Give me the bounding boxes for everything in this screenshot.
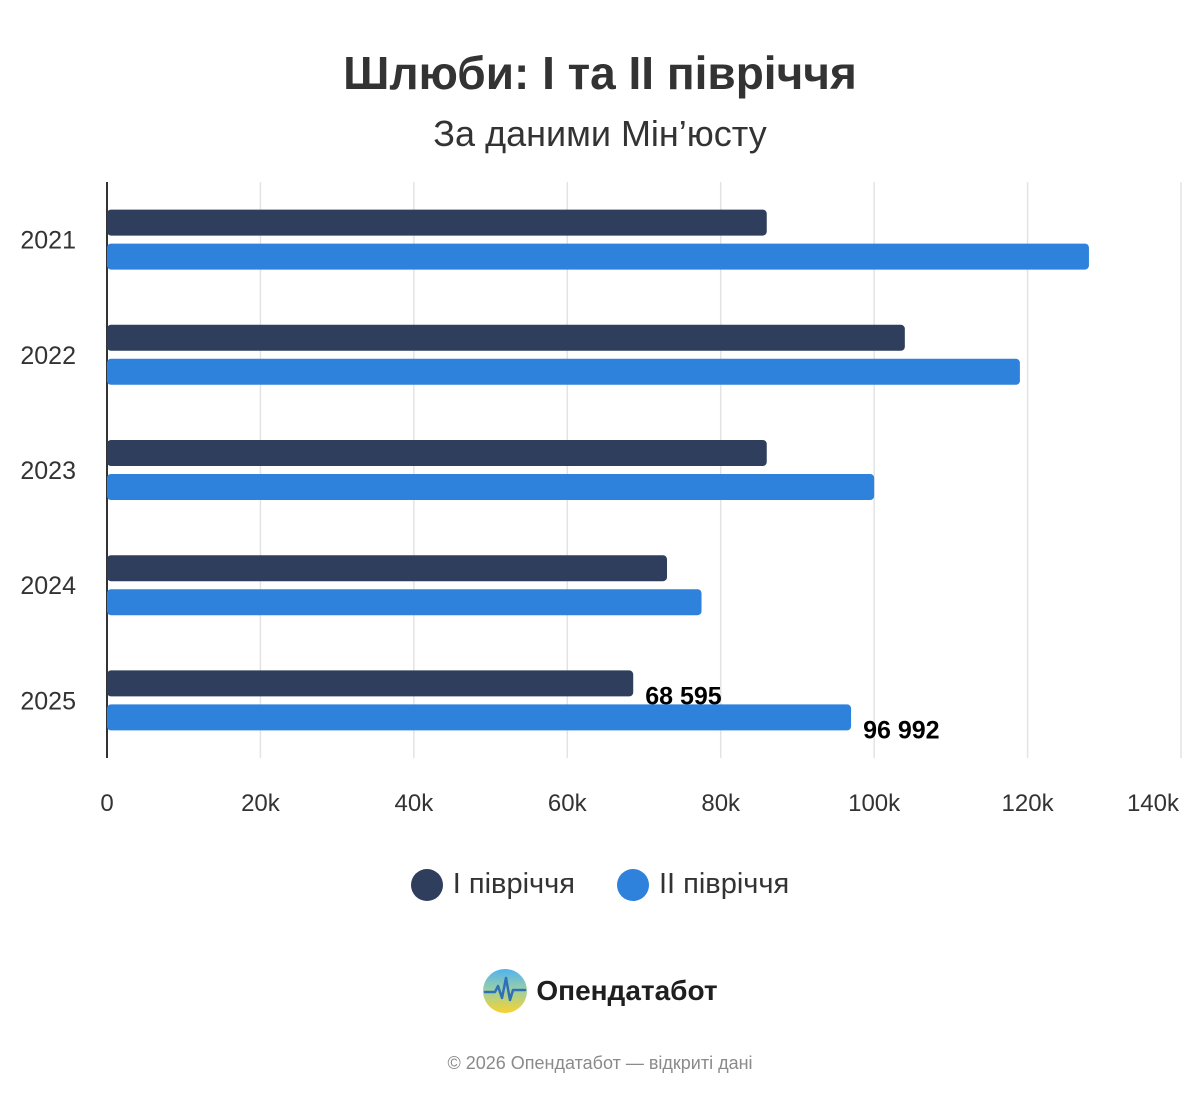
x-tick-label: 80k — [701, 790, 741, 817]
brand: Опендатабот — [0, 968, 1200, 1014]
y-category-label: 2023 — [20, 457, 76, 485]
x-tick-label: 60k — [548, 790, 588, 817]
bar-second-half — [107, 358, 1020, 385]
legend-marker-first-half — [410, 868, 443, 901]
chart-legend: І півріччя ІІ півріччя — [0, 868, 1200, 901]
bar-second-half — [107, 589, 702, 616]
x-tick-label: 100k — [848, 790, 901, 817]
chart-plot: 0 20k 40k 60k 80k 100k 120k 140k 2021 2022 2023 202… — [20, 182, 1182, 817]
y-category-label: 2025 — [20, 687, 76, 715]
x-tick-label: 140k — [1127, 790, 1180, 817]
x-tick-label: 0 — [100, 790, 113, 817]
bar-second-half — [107, 474, 875, 500]
bar-first-half — [107, 324, 905, 351]
chart-title: Шлюби: І та ІІ півріччя — [343, 47, 857, 99]
legend-item-first-half[interactable]: І півріччя — [410, 868, 575, 901]
footer-copyright: © 2026 Опендатабот — відкриті дані — [447, 1053, 753, 1073]
brand-name: Опендатабот — [536, 975, 718, 1006]
x-tick-label: 20k — [241, 790, 281, 817]
bar-first-half — [107, 555, 668, 582]
legend-marker-second-half — [616, 868, 649, 901]
bar-second-half — [107, 243, 1089, 270]
bar-first-half — [107, 670, 634, 697]
x-tick-label: 120k — [1002, 790, 1055, 817]
bar-data-label: 96 992 — [863, 716, 939, 744]
y-category-label: 2021 — [20, 227, 76, 255]
chart-subtitle: За даними Мін’юсту — [433, 113, 767, 154]
x-tick-label: 40k — [395, 790, 435, 817]
opendatabot-logo-icon — [483, 969, 528, 1013]
legend-label-first-half: І півріччя — [452, 868, 575, 900]
bar-first-half — [107, 209, 767, 236]
legend-label-second-half: ІІ півріччя — [658, 868, 790, 900]
y-category-label: 2024 — [20, 572, 76, 600]
y-category-label: 2022 — [20, 342, 76, 370]
bar-first-half — [107, 440, 767, 466]
bar-second-half — [107, 704, 852, 731]
legend-item-second-half[interactable]: ІІ півріччя — [616, 868, 790, 901]
